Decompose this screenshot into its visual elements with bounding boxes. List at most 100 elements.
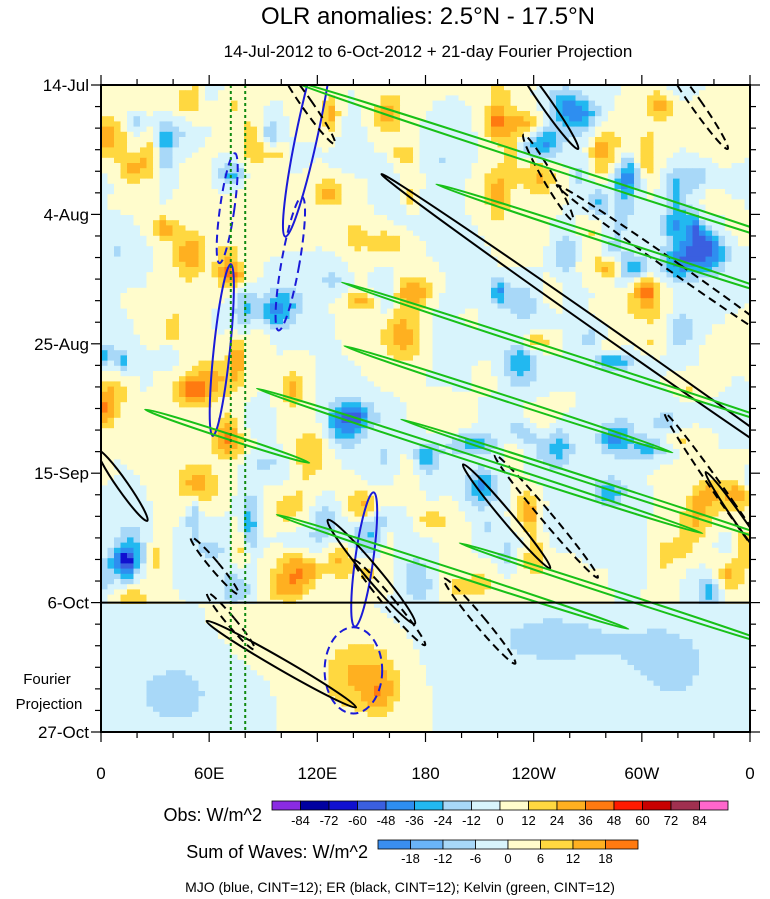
obs-cell [257, 313, 264, 320]
obs-cell [478, 313, 485, 320]
obs-cell [679, 131, 687, 138]
obs-cell [517, 183, 524, 190]
obs-cell [380, 287, 388, 294]
obs-cell [523, 282, 531, 289]
obs-cell [107, 287, 115, 294]
obs-cell [380, 241, 388, 247]
obs-cell [276, 105, 284, 112]
obs-cell [367, 324, 375, 330]
obs-cell [348, 142, 355, 148]
obs-cell [556, 293, 563, 299]
obs-cell [738, 199, 745, 205]
obs-cell [549, 246, 557, 252]
obs-cell [712, 189, 719, 195]
obs-cell [315, 261, 323, 268]
obs-cell [289, 189, 297, 195]
obs-cell [120, 339, 128, 346]
obs-cell [309, 225, 316, 231]
obs-cell [738, 298, 745, 304]
obs-cell [387, 100, 394, 107]
obs-cell [517, 287, 524, 294]
obs-cell [322, 267, 329, 273]
obs-cell [686, 116, 693, 122]
obs-cell [575, 199, 583, 205]
obs-cell [705, 225, 713, 231]
obs-cell [380, 204, 388, 211]
obs-cell [361, 116, 368, 122]
obs-cell [296, 246, 303, 252]
obs-cell [140, 303, 147, 309]
obs-cell [458, 131, 466, 138]
obs-cell [712, 194, 719, 200]
obs-cell [218, 308, 225, 315]
obs-cell [543, 225, 550, 231]
obs-cell [374, 303, 381, 309]
obs-cell [315, 277, 323, 283]
obs-cell [653, 267, 661, 273]
obs-cell [400, 272, 407, 278]
obs-cell [718, 246, 726, 252]
obs-cell [738, 189, 745, 195]
obs-cell [439, 324, 446, 330]
obs-cell [166, 251, 173, 257]
obs-cell [595, 105, 602, 112]
obs-cell [530, 111, 537, 117]
obs-cell [302, 215, 310, 221]
obs-cell [244, 246, 251, 252]
obs-cell [569, 287, 576, 294]
obs-cell [432, 131, 440, 138]
obs-cell [673, 215, 680, 221]
obs-cell [504, 267, 511, 273]
obs-cell [705, 334, 713, 341]
obs-cell [283, 298, 290, 304]
obs-cell [348, 152, 355, 159]
obs-cell [536, 324, 544, 330]
obs-cell [413, 126, 420, 133]
obs-cell [263, 298, 271, 304]
obs-cell [744, 168, 750, 174]
obs-cell [146, 131, 154, 138]
obs-cell [354, 215, 362, 221]
obs-cell [627, 225, 635, 231]
obs-cell [315, 225, 323, 231]
obs-cell [718, 267, 726, 273]
obs-cell [270, 220, 277, 226]
obs-cell [692, 225, 700, 231]
obs-cell [133, 251, 141, 257]
obs-cell [237, 173, 245, 179]
obs-cell [692, 287, 700, 294]
obs-cell [205, 308, 212, 315]
obs-cell [367, 90, 375, 96]
obs-cell [504, 241, 511, 247]
obs-cell [653, 116, 661, 122]
obs-cell [205, 204, 212, 211]
obs-cell [250, 131, 258, 138]
obs-cell [179, 142, 186, 148]
obs-cell [315, 105, 323, 112]
obs-cell [231, 173, 238, 179]
obs-cell [380, 152, 388, 159]
obs-cell [296, 189, 303, 195]
obs-cell [549, 116, 557, 122]
obs-cell [569, 178, 576, 185]
obs-cell [309, 121, 316, 127]
obs-cell [504, 178, 511, 185]
obs-cell [445, 121, 453, 127]
obs-cell [309, 126, 316, 133]
obs-cell [192, 111, 199, 117]
obs-cell [406, 334, 414, 341]
obs-cell [634, 220, 641, 226]
obs-cell [237, 272, 245, 278]
obs-cell [582, 235, 589, 242]
obs-cell [510, 230, 518, 237]
obs-cell [634, 85, 641, 91]
obs-cell [465, 339, 472, 346]
obs-cell [387, 204, 394, 211]
obs-cell [296, 163, 303, 169]
obs-cell [731, 308, 739, 315]
obs-cell [660, 303, 667, 309]
obs-cell [179, 267, 186, 273]
obs-cell [627, 313, 635, 320]
obs-cell [692, 235, 700, 242]
obs-cell [666, 157, 674, 164]
